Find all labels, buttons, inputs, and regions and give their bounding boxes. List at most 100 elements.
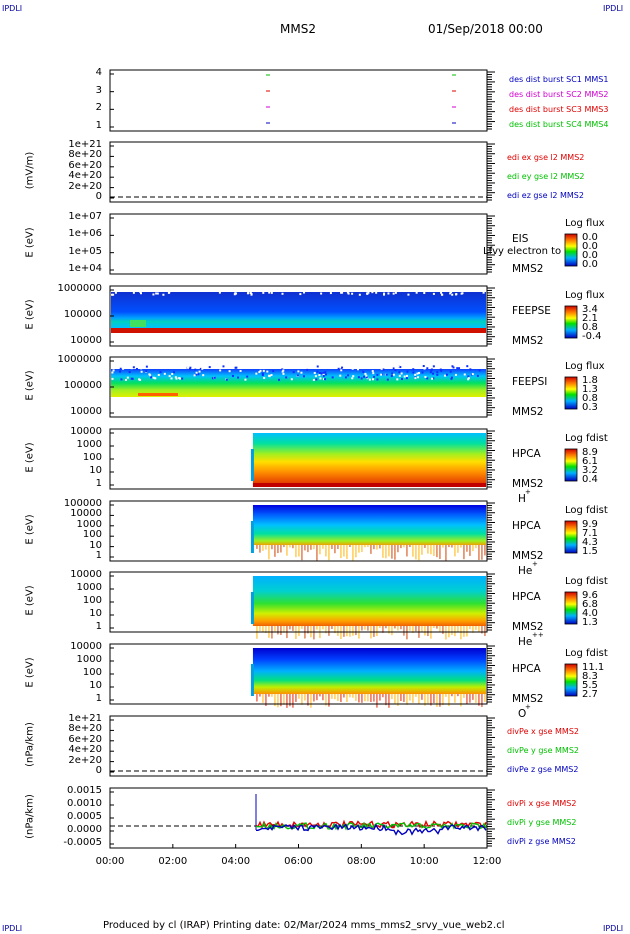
speckle xyxy=(213,376,216,379)
species-charge-label: + xyxy=(525,703,531,711)
speckle xyxy=(403,375,406,378)
footer-text: Produced by cl (IRAP) Printing date: 02/… xyxy=(103,920,505,931)
speckle xyxy=(467,377,470,380)
speckle xyxy=(140,367,143,370)
x-tick-label: 00:00 xyxy=(95,856,125,867)
speckle xyxy=(218,291,221,294)
speckle xyxy=(262,369,265,372)
y-tick-label: 1000000 xyxy=(57,283,102,294)
speckle xyxy=(126,376,129,379)
speckle xyxy=(175,377,178,380)
speckle xyxy=(382,368,385,371)
colorbar-eis xyxy=(564,233,578,267)
speckle xyxy=(282,369,285,372)
speckle xyxy=(392,292,395,295)
speckle xyxy=(195,371,198,374)
speckle xyxy=(450,377,453,380)
speckle xyxy=(299,293,302,296)
speckle xyxy=(432,372,435,375)
series-label-divpi: divPi x gse MMS2 xyxy=(507,799,577,808)
speckle xyxy=(219,369,222,372)
speckle xyxy=(398,374,401,377)
y-tick-label: 1000 xyxy=(76,654,102,665)
speckle xyxy=(344,376,347,379)
speckle xyxy=(161,365,164,368)
speckle xyxy=(259,369,262,372)
speckle xyxy=(130,367,133,370)
corner-label-tl: IPDLI xyxy=(2,4,23,13)
divpi-series xyxy=(255,821,487,831)
speckle xyxy=(208,366,211,369)
hpca-spectrum-hpca_h xyxy=(252,433,486,485)
colorbar-title: Log flux xyxy=(565,290,605,301)
speckle xyxy=(222,365,225,368)
speckle xyxy=(351,292,354,295)
speckle xyxy=(357,376,360,379)
x-tick-label: 06:00 xyxy=(284,856,313,867)
speckle xyxy=(469,368,472,371)
series-label-edi: edi ez gse l2 MMS2 xyxy=(507,191,584,200)
x-tick-label: 02:00 xyxy=(158,856,188,867)
speckle xyxy=(360,377,363,380)
speckle xyxy=(234,292,237,295)
colorbar-title: Log flux xyxy=(565,218,605,229)
hpca-spectrum-hpca_he xyxy=(252,505,486,545)
speckle xyxy=(323,378,326,381)
speckle xyxy=(346,291,349,294)
y-tick-label: 1 xyxy=(95,693,102,704)
speckle xyxy=(163,372,166,375)
speckle xyxy=(372,372,375,375)
speckle xyxy=(477,365,480,368)
speckle xyxy=(135,366,138,369)
colorbar-hpca_o xyxy=(564,663,578,697)
speckle xyxy=(421,371,424,374)
colorbar-value: 0.0 xyxy=(582,232,598,243)
speckle xyxy=(405,374,408,377)
speckle xyxy=(225,378,228,381)
speckle xyxy=(454,373,457,376)
colorbar-value: 3.2 xyxy=(582,465,598,476)
speckle xyxy=(386,378,389,381)
species-label: He xyxy=(518,565,533,577)
colorbar-value: 2.1 xyxy=(582,313,598,324)
series-label-divpi: divPi z gse MMS2 xyxy=(507,837,576,846)
speckle xyxy=(467,378,470,381)
hpca-edge xyxy=(250,449,254,481)
speckle xyxy=(400,372,403,375)
speckle xyxy=(383,293,386,296)
colorbar-value: 2.7 xyxy=(582,689,598,700)
speckle xyxy=(315,378,318,381)
colorbar-value: 9.9 xyxy=(582,519,598,530)
speckle xyxy=(155,292,158,295)
x-tick-label: 12:00 xyxy=(472,856,502,867)
colorbar-value: 6.1 xyxy=(582,456,598,467)
colorbar-value: 8.3 xyxy=(582,671,598,682)
y-tick-label: 10000 xyxy=(70,426,102,437)
colorbar-hpca_he xyxy=(564,520,578,554)
species-label: O xyxy=(518,708,527,720)
speckle xyxy=(471,373,474,376)
speckle xyxy=(303,291,306,294)
species-label: H xyxy=(518,493,526,505)
speckle xyxy=(339,374,342,377)
speckle xyxy=(140,370,143,373)
speckle xyxy=(399,366,402,369)
speckle xyxy=(376,373,379,376)
speckle xyxy=(179,377,182,380)
y-tick-label: 10 xyxy=(89,680,102,691)
speckle xyxy=(340,291,343,294)
series-label-burst: des dist burst SC1 MMS1 xyxy=(509,75,609,84)
speckle xyxy=(132,291,135,294)
species-charge-label: ++ xyxy=(532,631,544,639)
speckle xyxy=(306,368,309,371)
colorbar-value: 0.4 xyxy=(582,474,598,485)
speckle xyxy=(414,377,417,380)
speckle xyxy=(371,291,374,294)
speckle xyxy=(375,291,378,294)
speckle xyxy=(312,378,315,381)
instrument-label: HPCA xyxy=(512,663,541,675)
speckle xyxy=(201,367,204,370)
speckle xyxy=(130,377,133,380)
speckle xyxy=(268,374,271,377)
panel-frame-eis xyxy=(109,213,488,275)
